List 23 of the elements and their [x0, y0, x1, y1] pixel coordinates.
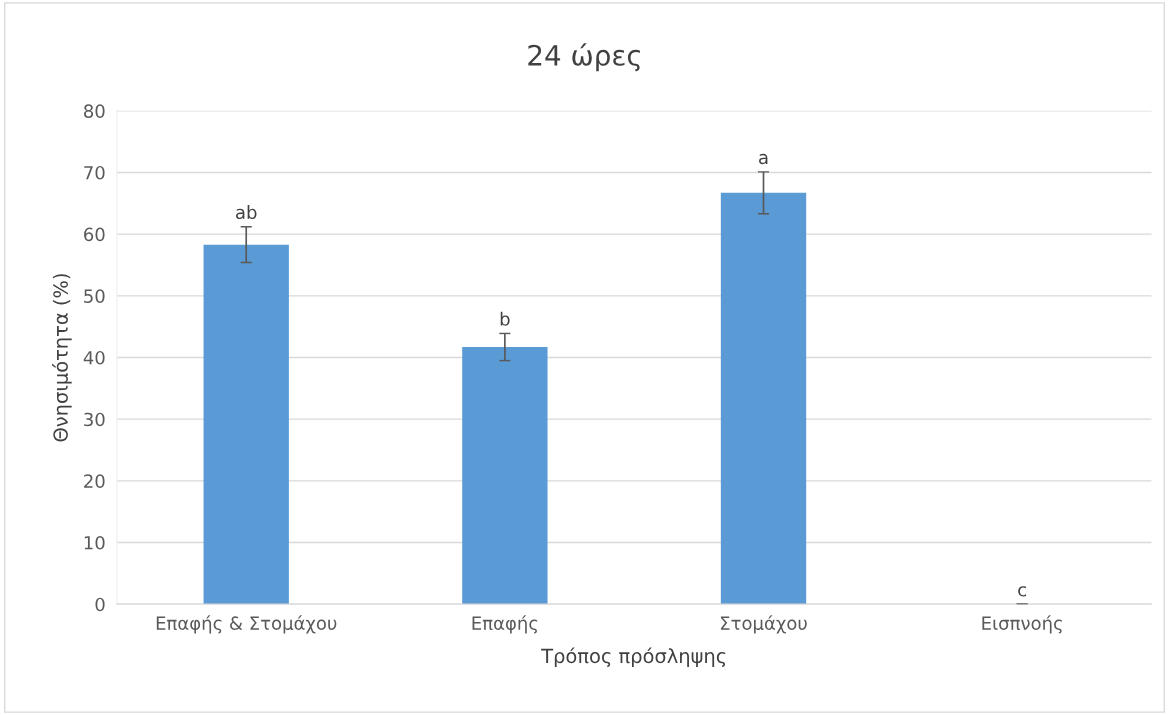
annotation: ab: [236, 205, 257, 220]
x-tick-label: Επαφής & Στομάχου: [156, 615, 337, 634]
y-axis-title: Θνησιμότητα (%): [52, 274, 72, 442]
y-tick-label: 50: [84, 289, 105, 303]
y-tick-label: 0: [95, 597, 105, 612]
bar: [462, 347, 548, 605]
bar: [203, 244, 289, 605]
x-tick-label: Επαφής: [472, 615, 538, 634]
y-tick-label: 20: [84, 474, 105, 488]
x-tick-label: Εισπνοής: [982, 615, 1062, 634]
y-tick-label: 30: [84, 412, 105, 427]
y-tick-label: 10: [84, 535, 105, 550]
y-tick-label: 70: [84, 165, 105, 180]
y-tick-label: 80: [84, 104, 105, 118]
y-tick-label: 40: [83, 350, 105, 365]
x-axis-title: Τρόπος πρόσληψης: [541, 647, 726, 668]
annotation: b: [500, 311, 510, 326]
bar: [720, 192, 807, 605]
annotation: c: [1018, 586, 1026, 597]
chart-title: 24 ώρες: [528, 43, 640, 72]
y-tick-label: 60: [84, 227, 105, 242]
annotation: a: [759, 153, 768, 165]
x-tick-label: Στομάχου: [720, 615, 807, 634]
